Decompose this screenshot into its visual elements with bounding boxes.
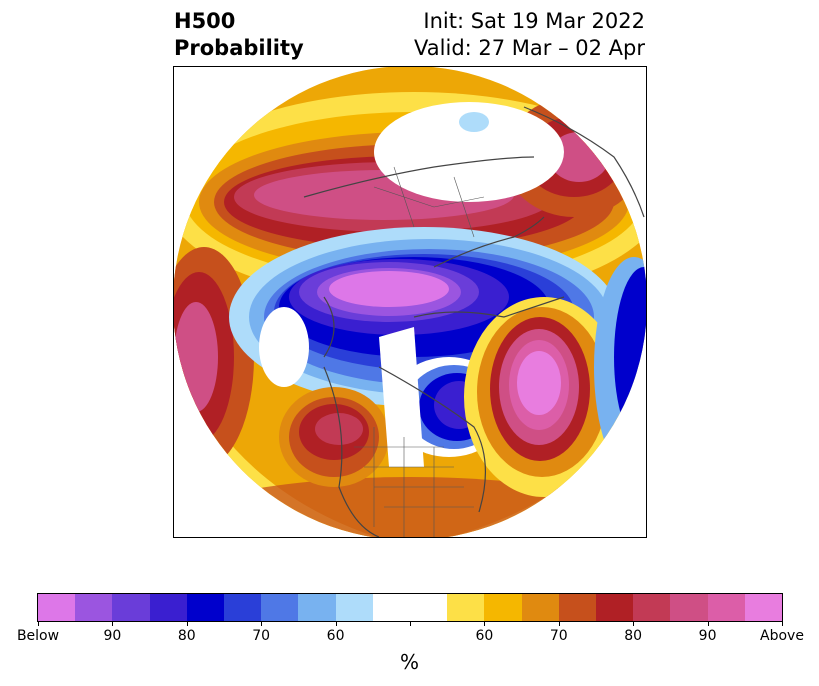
colorbar-swatch bbox=[744, 594, 783, 621]
colorbar-tick-mark bbox=[410, 621, 411, 626]
colorbar-swatch bbox=[112, 594, 150, 621]
colorbar-swatch bbox=[447, 594, 485, 621]
colorbar-tick-mark bbox=[186, 621, 188, 626]
colorbar-tick-mark bbox=[38, 621, 39, 626]
colorbar-swatch bbox=[670, 594, 708, 621]
colorbar-tick-mark bbox=[558, 621, 560, 626]
colorbar-swatch bbox=[596, 594, 634, 621]
colorbar-swatch bbox=[484, 594, 522, 621]
colorbar-tick-mark bbox=[707, 621, 709, 626]
colorbar-tick-mark bbox=[484, 621, 486, 626]
chart-title-left: H500 Probability bbox=[174, 8, 304, 62]
colorbar-tick-mark bbox=[782, 621, 783, 626]
colorbar-tick-label: 60 bbox=[326, 628, 345, 644]
colorbar-tick-mark bbox=[633, 621, 635, 626]
coastlines bbox=[303, 106, 645, 537]
polar-map bbox=[174, 67, 646, 537]
colorbar-swatch bbox=[38, 594, 76, 621]
map-panel bbox=[173, 66, 647, 538]
colorbar-tick-label: Below bbox=[16, 628, 60, 644]
colorbar-tick-label: 90 bbox=[698, 628, 717, 644]
colorbar-tick-mark bbox=[261, 621, 263, 626]
colorbar-tick-label: 80 bbox=[624, 628, 643, 644]
colorbar-tick-label: 70 bbox=[252, 628, 271, 644]
colorbar-tick-label: Above bbox=[760, 628, 804, 644]
colorbar-tick-mark bbox=[112, 621, 114, 626]
init-date: Init: Sat 19 Mar 2022 bbox=[423, 9, 645, 33]
title-variable: H500 bbox=[174, 9, 236, 33]
probability-field bbox=[174, 67, 646, 537]
colorbar-tick-label: 60 bbox=[475, 628, 494, 644]
colorbar-swatch bbox=[149, 594, 187, 621]
colorbar-tick-label: 80 bbox=[177, 628, 196, 644]
colorbar-swatch bbox=[298, 594, 336, 621]
colorbar-swatch bbox=[186, 594, 225, 621]
colorbar-swatch bbox=[261, 594, 299, 621]
chart-title-right: Init: Sat 19 Mar 2022 Valid: 27 Mar – 02… bbox=[414, 8, 645, 62]
colorbar-swatch bbox=[372, 594, 411, 621]
colorbar-swatch bbox=[335, 594, 373, 621]
colorbar-tick-label: 70 bbox=[549, 628, 568, 644]
colorbar-tick-mark bbox=[335, 621, 337, 626]
colorbar-unit: % bbox=[399, 650, 419, 674]
colorbar-swatch bbox=[224, 594, 262, 621]
colorbar-swatch bbox=[410, 594, 448, 621]
colorbar-swatch bbox=[633, 594, 671, 621]
title-metric: Probability bbox=[174, 36, 304, 60]
colorbar-swatch bbox=[75, 594, 113, 621]
colorbar-swatch bbox=[558, 594, 597, 621]
political-borders bbox=[354, 166, 485, 537]
valid-range: Valid: 27 Mar – 02 Apr bbox=[414, 36, 645, 60]
colorbar-tick-label: 90 bbox=[103, 628, 122, 644]
colorbar-swatch bbox=[707, 594, 745, 621]
colorbar bbox=[37, 593, 783, 622]
colorbar-swatch bbox=[521, 594, 559, 621]
